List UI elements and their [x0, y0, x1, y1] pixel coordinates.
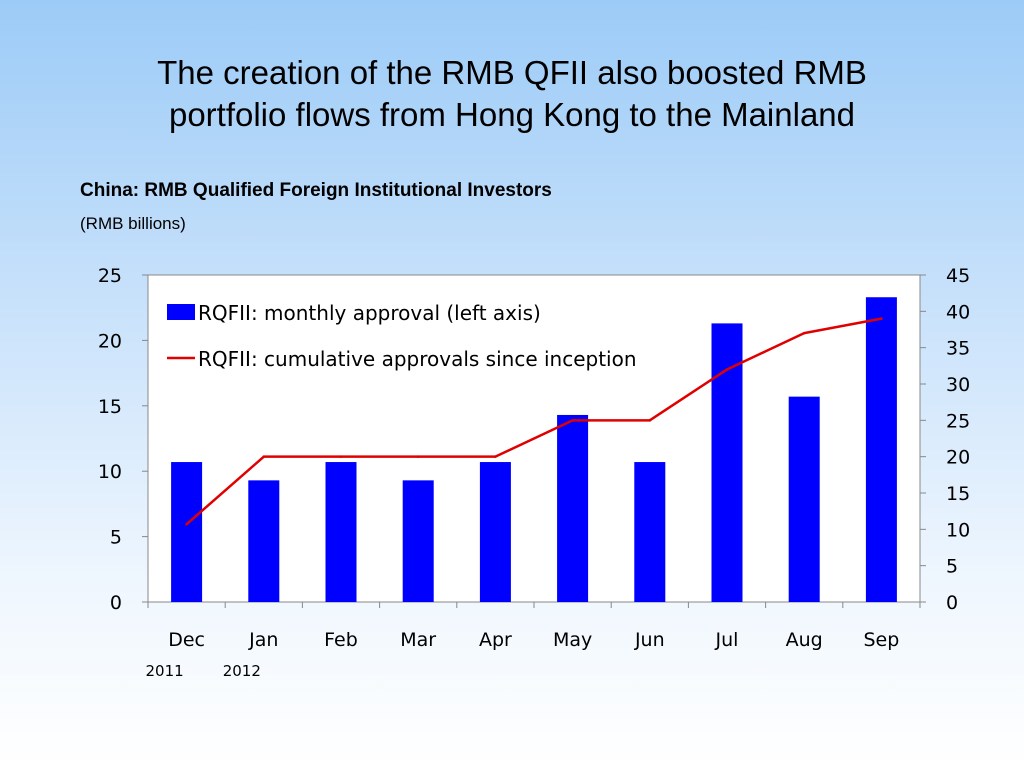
bar: [248, 480, 280, 602]
bar: [402, 480, 434, 602]
x-axis-tick-label: May: [553, 629, 592, 651]
slide-title-line-1: The creation of the RMB QFII also booste…: [157, 54, 867, 91]
left-axis-tick-label: 20: [98, 330, 122, 352]
series-line-point: [880, 317, 883, 320]
x-axis-tick-label: Jul: [715, 629, 739, 651]
x-axis-tick-label: Aug: [786, 629, 823, 651]
series-line-point: [339, 455, 343, 458]
legend-label-bar: RQFII: monthly approval (left axis): [198, 301, 541, 325]
series-line-point: [416, 455, 420, 458]
right-axis-tick-label: 20: [946, 447, 970, 469]
series-line-point: [262, 455, 266, 458]
series-line-point: [648, 419, 652, 422]
x-axis-tick-label: Jun: [634, 629, 665, 651]
x-axis-tick-label: Apr: [479, 629, 512, 651]
right-axis-tick-label: 15: [946, 483, 970, 505]
chart-subtitle: (RMB billions): [80, 214, 186, 233]
bar: [788, 396, 820, 602]
left-axis-tick-label: 5: [110, 527, 122, 549]
chart-title: China: RMB Qualified Foreign Institution…: [80, 180, 552, 201]
series-line-point: [494, 455, 497, 458]
x-axis-tick-label: Mar: [400, 629, 436, 651]
right-axis-tick-label: 40: [946, 301, 970, 323]
x-axis-year-label: 2011: [146, 662, 184, 680]
legend: RQFII: monthly approval (left axis) RQFII…: [167, 301, 637, 371]
bar: [325, 462, 357, 602]
legend-swatch-bar: [167, 304, 195, 320]
right-axis-tick-label: 0: [946, 592, 958, 614]
left-axis-tick-label: 15: [98, 396, 122, 418]
bar: [634, 462, 666, 602]
slide-title: The creation of the RMB QFII also booste…: [60, 52, 964, 136]
x-axis-tick-label: Feb: [324, 629, 358, 651]
bar: [479, 462, 511, 602]
right-axis-tick-label: 35: [946, 338, 970, 360]
axis-layer: 0 5 10 15 20 25 0 5 10 15 20 25 30 35 40 45 Dec Jan Feb Mar…: [98, 265, 970, 680]
x-axis-tick-label: Sep: [863, 629, 899, 651]
series-line-point: [571, 419, 574, 422]
left-axis-tick-label: 0: [110, 592, 122, 614]
series-line-point: [725, 368, 729, 371]
bar: [557, 414, 589, 602]
x-axis-tick-label: Dec: [168, 629, 205, 651]
series-line: [185, 317, 882, 526]
left-axis-tick-label: 25: [98, 265, 122, 287]
x-axis-tick-label: Jan: [248, 629, 278, 651]
right-axis-tick-label: 5: [946, 556, 958, 578]
x-axis-year-label: 2012: [223, 662, 261, 680]
right-axis-tick-label: 25: [946, 410, 970, 432]
bars-layer: [171, 297, 897, 602]
line-layer: [185, 317, 883, 526]
legend-label-line: RQFII: cumulative approvals since incept…: [198, 347, 637, 371]
right-axis-tick-label: 30: [946, 374, 970, 396]
bar: [171, 462, 203, 602]
series-line-point: [185, 522, 188, 526]
slide-title-line-2: portfolio flows from Hong Kong to the Ma…: [168, 96, 856, 133]
right-axis-tick-label: 10: [946, 519, 970, 541]
series-line-point: [802, 331, 806, 335]
right-axis-tick-label: 45: [946, 265, 970, 287]
bar: [865, 297, 897, 602]
left-axis-tick-label: 10: [98, 461, 122, 483]
